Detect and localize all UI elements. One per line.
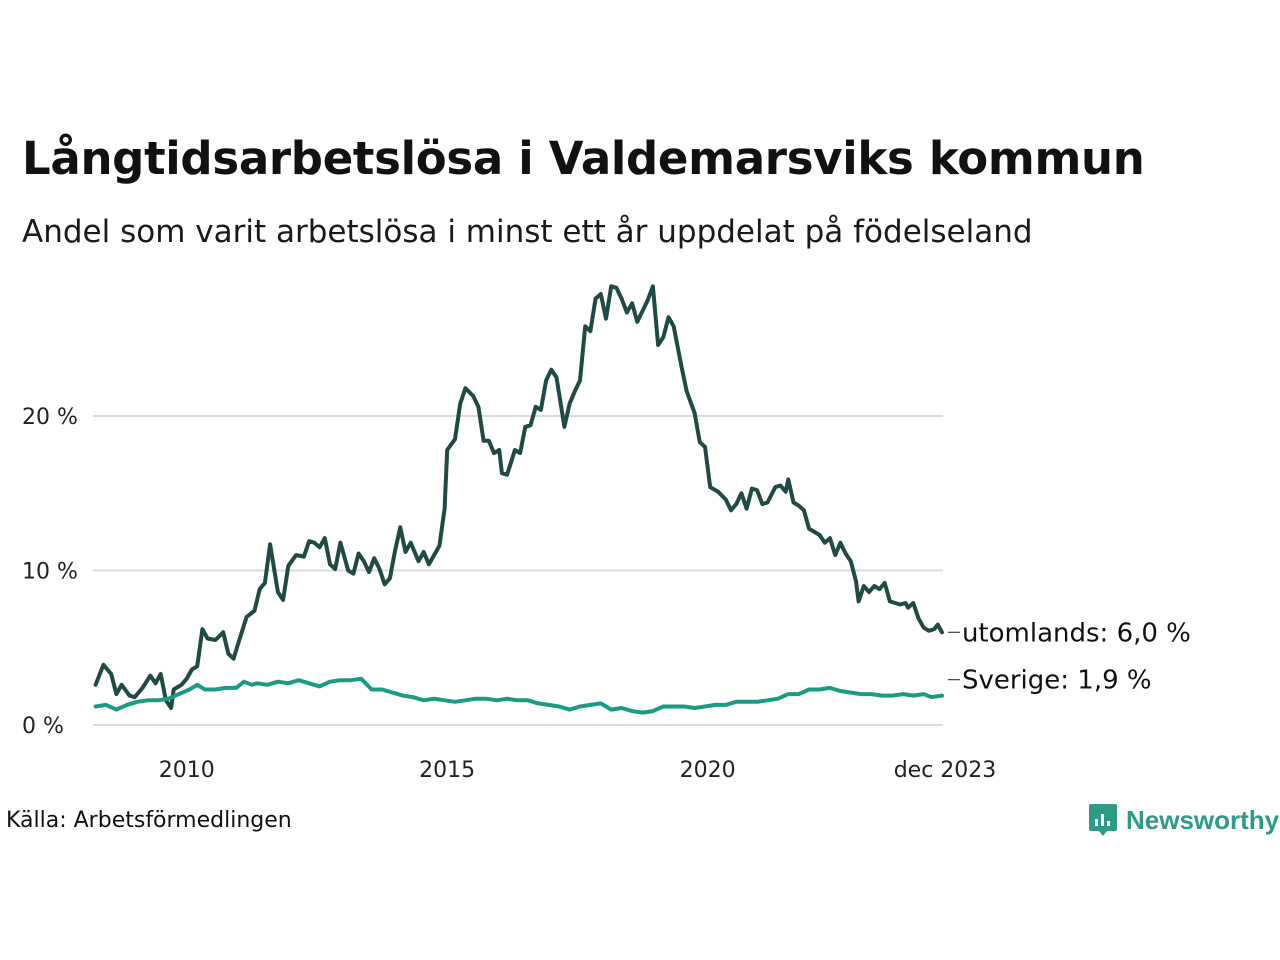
series-line-utomlands [93,284,944,710]
x-tick-label: 2015 [419,758,475,783]
y-axis-ticks: 0 % 10 % 20 % [22,405,78,739]
newsworthy-logo-icon [1089,804,1117,836]
y-tick-label: 0 % [22,714,64,739]
newsworthy-logo: Newsworthy [1088,802,1279,838]
chart-subtitle: Andel som varit arbetslösa i minst ett å… [22,214,1033,250]
series-line-sverige [93,676,944,715]
end-label-utomlands: utomlands: 6,0 % [962,618,1191,648]
newsworthy-logo-text: Newsworthy [1126,804,1280,835]
end-label-sverige: Sverige: 1,9 % [962,666,1152,696]
y-tick-label: 10 % [22,560,78,585]
chart-title: Långtidsarbetslösa i Valdemarsviks kommu… [22,132,1145,185]
source-note: Källa: Arbetsförmedlingen [6,808,292,833]
x-axis-ticks: 2010 2015 2020 dec 2023 [159,758,997,783]
x-tick-label: 2010 [159,758,215,783]
x-tick-label: dec 2023 [894,758,997,783]
x-tick-label: 2020 [680,758,736,783]
gridlines [93,415,943,726]
series-end-labels: utomlands: 6,0 % Sverige: 1,9 % [947,618,1191,696]
series-lines [93,284,944,715]
y-tick-label: 20 % [22,405,78,430]
